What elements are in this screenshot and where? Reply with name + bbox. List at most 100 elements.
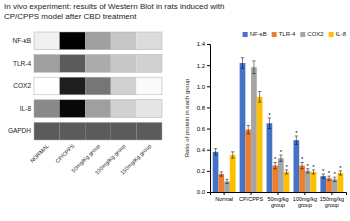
row-border <box>34 77 162 95</box>
x-tick: 150mg/kggroup <box>320 192 344 208</box>
legend: NF-κB TLR-4 COX2 IL-8 <box>243 31 347 37</box>
cell <box>34 100 60 118</box>
row-label: NF-κB <box>13 37 31 44</box>
error-bar <box>220 172 223 176</box>
legend-item: COX2 <box>300 31 324 37</box>
cell <box>85 100 111 118</box>
tick-label-line: group <box>271 202 285 208</box>
error-bar <box>295 136 298 144</box>
cell <box>85 77 111 95</box>
legend-label: NF-κB <box>250 31 267 37</box>
bar <box>240 63 246 192</box>
annotation: * <box>312 164 315 170</box>
cell <box>60 32 86 50</box>
annotation: * <box>334 171 337 177</box>
series <box>213 58 326 192</box>
y-tick: 1.0 <box>197 84 210 90</box>
error-bar <box>241 58 244 69</box>
annotation: * <box>274 156 277 162</box>
tick-mark <box>224 192 225 195</box>
tick-label-line: CP/CPPS <box>239 196 263 202</box>
bar <box>338 173 344 192</box>
series <box>224 61 337 192</box>
tick-mark <box>207 107 210 108</box>
cell <box>111 100 137 118</box>
tick-label-line: group <box>298 202 312 208</box>
tick-mark <box>207 150 210 151</box>
error-bar <box>231 152 234 158</box>
annotation: * <box>285 164 288 170</box>
bar <box>213 152 219 192</box>
title-line: In vivo experiment: results of Western B… <box>4 2 224 11</box>
error-bar <box>225 179 228 183</box>
tick-label-line: group <box>325 202 339 208</box>
x-tick: CP/CPPS <box>239 192 263 202</box>
error-bar <box>246 125 249 133</box>
tick-label: 1.2 <box>197 63 206 69</box>
bar <box>305 171 311 192</box>
tick-label: 150mg/kggroup <box>320 196 344 208</box>
tick-label: CP/CPPS <box>239 196 263 202</box>
bar <box>320 176 326 192</box>
column-label: CP/CPPS <box>54 143 76 165</box>
cell <box>85 32 111 50</box>
legend-item: NF-κB <box>243 31 267 37</box>
legend-item: IL-8 <box>329 31 347 37</box>
tick-mark <box>207 65 210 66</box>
error-bar <box>322 174 325 178</box>
cell <box>136 100 162 118</box>
tick-mark <box>331 192 332 195</box>
title: In vivo experiment: results of Western B… <box>4 2 224 21</box>
y-tick: 0.2 <box>197 168 210 174</box>
bar <box>251 67 257 192</box>
tick-mark <box>207 44 210 45</box>
tick-label: 1.0 <box>197 84 206 90</box>
bar <box>284 172 290 192</box>
error-bar <box>258 92 261 103</box>
bar <box>267 123 273 192</box>
tick-mark <box>207 86 210 87</box>
cell <box>111 122 137 140</box>
tick-label: 0.8 <box>197 105 206 111</box>
row-border <box>34 32 162 50</box>
error-bar <box>279 155 282 161</box>
plot-area <box>213 58 344 192</box>
y-tick: 0.4 <box>197 147 210 153</box>
axis-line <box>211 193 347 196</box>
bar <box>245 130 251 192</box>
x-tick: 50mg/kggroup <box>267 192 288 208</box>
legend-swatch <box>272 32 277 37</box>
row-label: COX2 <box>13 82 31 89</box>
column-label: NORMAL <box>29 143 50 164</box>
row-label: IL-8 <box>20 105 32 112</box>
annotations: ************ <box>268 112 342 177</box>
bar <box>218 174 224 192</box>
chart: In vivo experiment: results of Western B… <box>0 0 350 221</box>
bar <box>278 158 284 192</box>
title-line: CP/CPPS model after CBD treatment <box>4 12 137 21</box>
bar <box>311 172 317 192</box>
cell <box>136 55 162 73</box>
error-bar <box>306 169 309 173</box>
x-tick: 100mg/kggroup <box>293 192 317 208</box>
cell <box>111 32 137 50</box>
row-border <box>34 122 162 140</box>
legend-label: IL-8 <box>336 31 347 37</box>
error-bar <box>268 118 271 129</box>
row-border <box>34 55 162 73</box>
error-bar <box>339 171 342 175</box>
annotation: * <box>328 170 331 176</box>
cell <box>85 122 111 140</box>
series <box>230 92 343 192</box>
series <box>218 125 331 192</box>
bar <box>230 155 236 192</box>
tick-label: Normal <box>215 196 233 202</box>
cell <box>60 77 86 95</box>
legend-item: TLR-4 <box>272 31 296 37</box>
y-axis: 0.00.20.40.60.81.01.21.4 <box>197 41 211 195</box>
annotation: * <box>301 156 304 162</box>
tick-mark <box>278 192 279 195</box>
error-bar <box>327 176 330 180</box>
axis-line <box>207 45 211 193</box>
error-bar <box>252 61 255 74</box>
